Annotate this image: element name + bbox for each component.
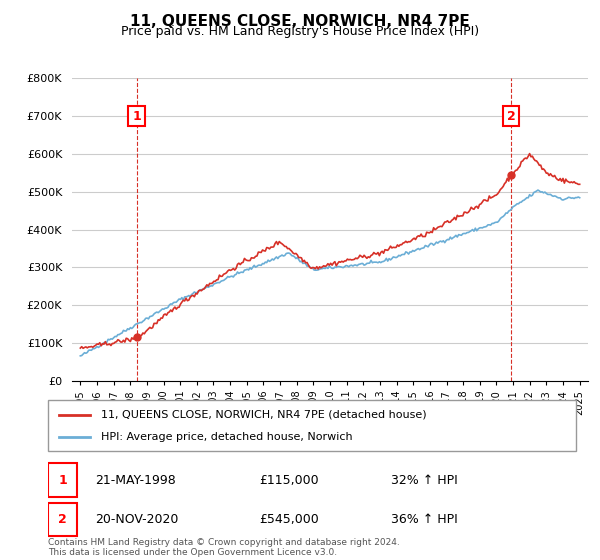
Text: 2: 2 <box>507 110 515 123</box>
FancyBboxPatch shape <box>48 400 576 451</box>
FancyBboxPatch shape <box>48 464 77 497</box>
Text: 36% ↑ HPI: 36% ↑ HPI <box>391 513 458 526</box>
Text: 20-NOV-2020: 20-NOV-2020 <box>95 513 179 526</box>
Text: 11, QUEENS CLOSE, NORWICH, NR4 7PE: 11, QUEENS CLOSE, NORWICH, NR4 7PE <box>130 14 470 29</box>
Text: HPI: Average price, detached house, Norwich: HPI: Average price, detached house, Norw… <box>101 432 352 442</box>
Text: £545,000: £545,000 <box>259 513 319 526</box>
Text: 32% ↑ HPI: 32% ↑ HPI <box>391 474 458 487</box>
FancyBboxPatch shape <box>48 503 77 536</box>
Text: Price paid vs. HM Land Registry's House Price Index (HPI): Price paid vs. HM Land Registry's House … <box>121 25 479 38</box>
Text: 1: 1 <box>58 474 67 487</box>
Text: 11, QUEENS CLOSE, NORWICH, NR4 7PE (detached house): 11, QUEENS CLOSE, NORWICH, NR4 7PE (deta… <box>101 409 427 419</box>
Text: £115,000: £115,000 <box>259 474 319 487</box>
Text: 21-MAY-1998: 21-MAY-1998 <box>95 474 176 487</box>
Text: Contains HM Land Registry data © Crown copyright and database right 2024.
This d: Contains HM Land Registry data © Crown c… <box>48 538 400 557</box>
Text: 1: 1 <box>132 110 141 123</box>
Text: 2: 2 <box>58 513 67 526</box>
